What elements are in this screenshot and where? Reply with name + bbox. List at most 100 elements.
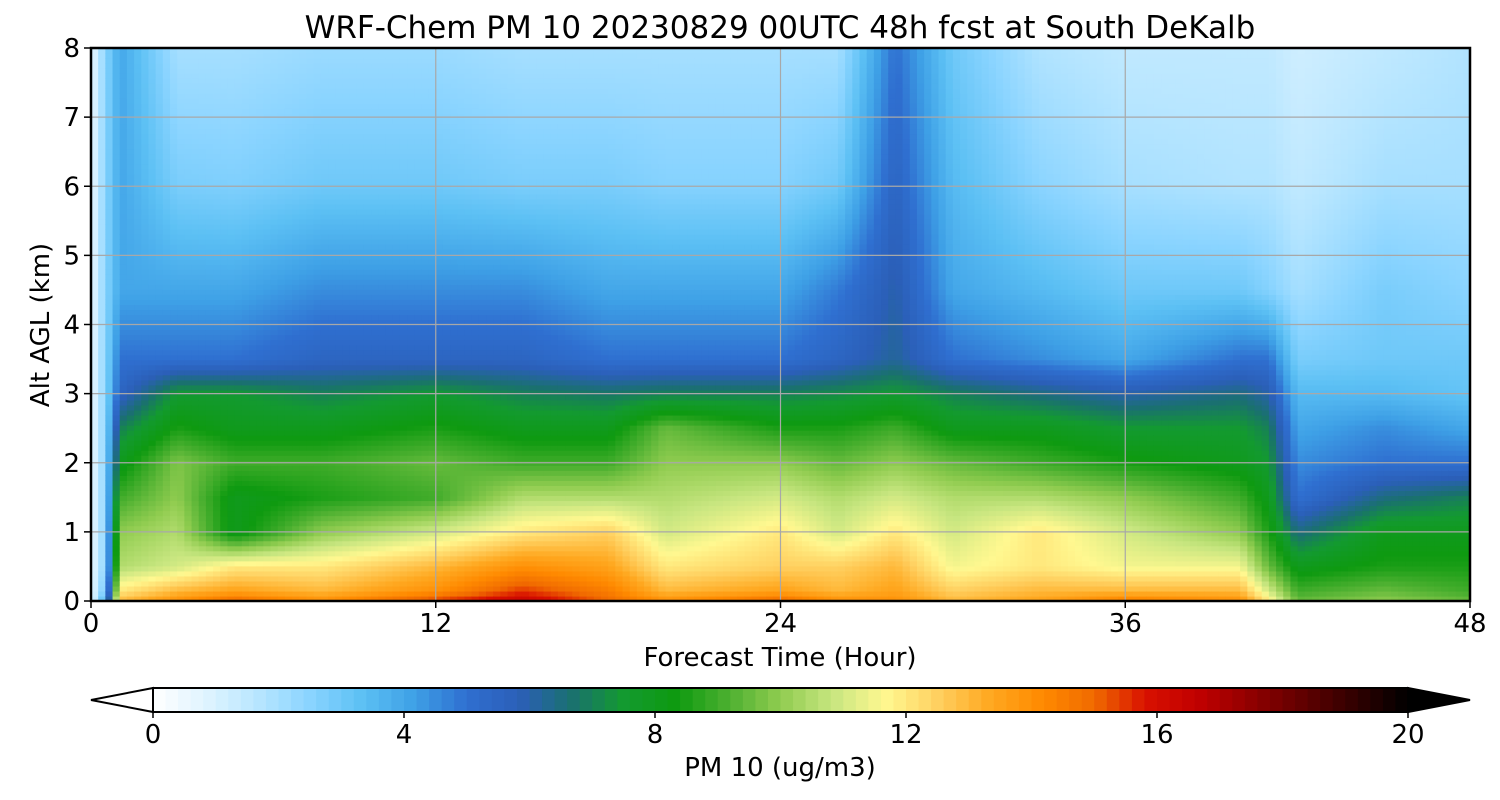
field-cell bbox=[205, 374, 214, 381]
field-cell bbox=[263, 163, 272, 170]
field-cell bbox=[371, 123, 379, 130]
field-cell bbox=[227, 430, 236, 436]
field-cell bbox=[184, 294, 193, 300]
field-cell bbox=[126, 580, 135, 587]
field-cell bbox=[98, 203, 106, 210]
field-cell bbox=[227, 404, 236, 411]
field-cell bbox=[292, 560, 300, 567]
field-cell bbox=[292, 329, 300, 336]
field-cell bbox=[320, 500, 329, 507]
field-cell bbox=[119, 475, 128, 481]
field-cell bbox=[378, 565, 387, 572]
field-cell bbox=[155, 218, 164, 225]
field-cell bbox=[263, 133, 272, 140]
field-cell bbox=[184, 279, 193, 285]
field-cell bbox=[392, 173, 401, 180]
field-cell bbox=[184, 319, 193, 326]
field-cell bbox=[363, 389, 372, 396]
field-cell bbox=[220, 213, 229, 220]
field-cell bbox=[320, 369, 329, 376]
field-cell bbox=[292, 445, 300, 451]
field-cell bbox=[385, 404, 394, 411]
field-cell bbox=[363, 234, 372, 240]
field-cell bbox=[399, 379, 408, 386]
field-cell bbox=[328, 480, 336, 486]
field-cell bbox=[306, 244, 315, 250]
field-cell bbox=[134, 455, 142, 461]
field-cell bbox=[198, 53, 207, 59]
field-cell bbox=[385, 103, 394, 109]
field-cell bbox=[177, 48, 185, 54]
field-cell bbox=[256, 123, 264, 130]
field-cell bbox=[263, 525, 272, 532]
field-cell bbox=[170, 590, 178, 597]
field-cell bbox=[392, 239, 401, 245]
field-cell bbox=[155, 193, 164, 200]
field-cell bbox=[213, 414, 221, 421]
field-cell bbox=[399, 414, 408, 421]
field-cell bbox=[177, 389, 185, 396]
field-cell bbox=[198, 570, 207, 577]
field-cell bbox=[378, 475, 387, 481]
field-cell bbox=[299, 495, 308, 502]
field-cell bbox=[328, 344, 336, 351]
field-cell bbox=[385, 309, 394, 316]
field-cell bbox=[407, 218, 415, 225]
field-cell bbox=[98, 218, 106, 225]
field-cell bbox=[134, 163, 142, 170]
field-cell bbox=[170, 565, 178, 572]
field-cell bbox=[385, 123, 394, 130]
field-cell bbox=[220, 239, 229, 245]
field-cell bbox=[320, 515, 329, 522]
field-cell bbox=[105, 178, 114, 185]
field-cell bbox=[270, 108, 279, 114]
field-cell bbox=[299, 344, 308, 351]
field-cell bbox=[148, 289, 157, 295]
field-cell bbox=[407, 324, 415, 331]
field-cell bbox=[399, 530, 408, 537]
field-cell bbox=[220, 485, 229, 491]
field-cell bbox=[306, 344, 315, 351]
field-cell bbox=[256, 455, 264, 461]
field-cell bbox=[249, 299, 257, 305]
field-cell bbox=[342, 374, 351, 381]
field-cell bbox=[363, 510, 372, 517]
field-cell bbox=[205, 314, 214, 321]
field-cell bbox=[105, 223, 114, 230]
field-cell bbox=[277, 113, 286, 119]
field-cell bbox=[148, 404, 157, 411]
field-cell bbox=[292, 575, 300, 582]
field-cell bbox=[126, 173, 135, 180]
field-cell bbox=[220, 274, 229, 280]
field-cell bbox=[407, 304, 415, 311]
field-cell bbox=[198, 359, 207, 366]
field-cell bbox=[363, 239, 372, 245]
field-cell bbox=[155, 570, 164, 577]
field-cell bbox=[356, 329, 365, 336]
field-cell bbox=[241, 193, 250, 200]
field-cell bbox=[399, 193, 408, 200]
field-cell bbox=[241, 394, 250, 401]
field-cell bbox=[126, 234, 135, 240]
field-cell bbox=[191, 48, 200, 54]
field-cell bbox=[234, 163, 243, 170]
field-cell bbox=[141, 218, 150, 225]
field-cell bbox=[320, 510, 329, 517]
field-cell bbox=[320, 249, 329, 255]
field-cell bbox=[141, 575, 150, 582]
field-cell bbox=[407, 435, 415, 441]
field-cell bbox=[385, 580, 394, 587]
field-cell bbox=[414, 465, 422, 471]
field-cell bbox=[249, 510, 257, 517]
field-cell bbox=[363, 269, 372, 275]
field-cell bbox=[98, 470, 106, 476]
field-cell bbox=[227, 555, 236, 562]
field-cell bbox=[241, 535, 250, 542]
field-cell bbox=[249, 420, 257, 426]
field-cell bbox=[385, 188, 394, 195]
field-cell bbox=[249, 208, 257, 215]
field-cell bbox=[148, 384, 157, 391]
field-cell bbox=[342, 309, 351, 316]
field-cell bbox=[263, 93, 272, 99]
field-cell bbox=[378, 324, 387, 331]
